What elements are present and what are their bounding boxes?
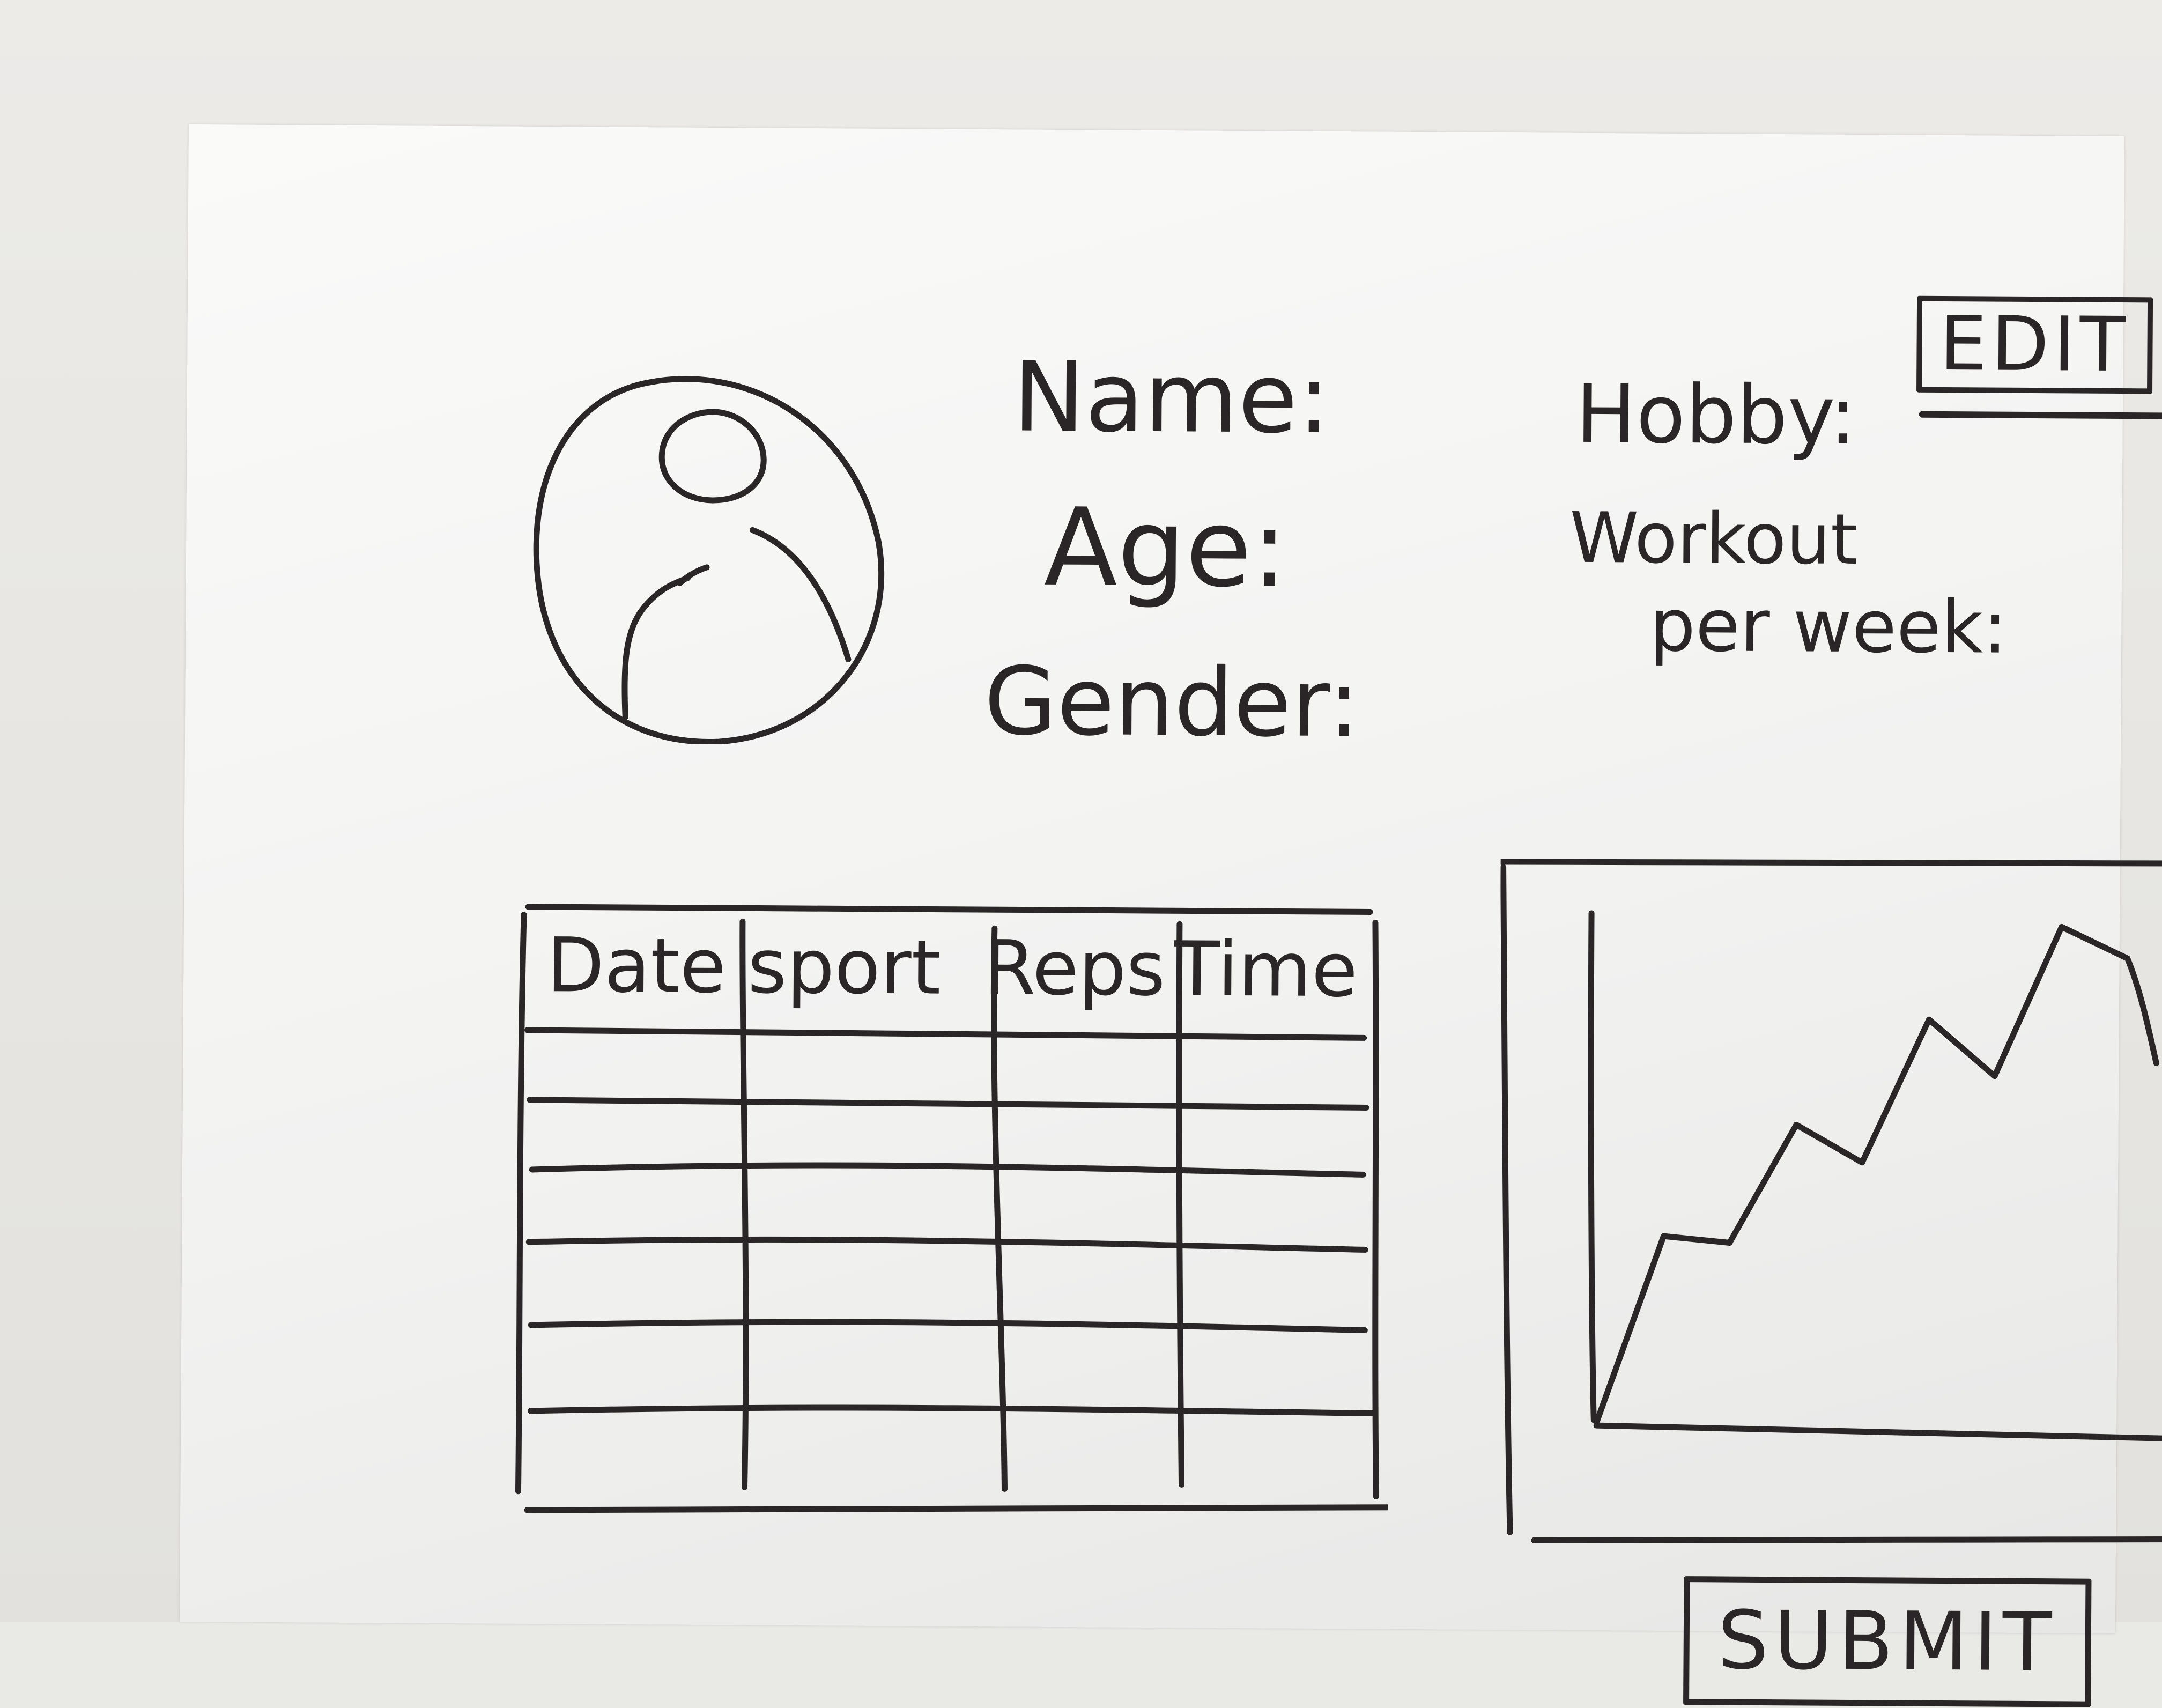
table-cell-sport[interactable] <box>750 1332 987 1403</box>
table-cell-sport[interactable] <box>750 1416 987 1488</box>
table-bottom-border <box>524 1504 1391 1513</box>
per-week-label: per week: <box>1649 583 2008 670</box>
chart-point <box>2126 957 2129 960</box>
column-header-date: Date <box>546 922 727 1011</box>
submit-button-label: SUBMIT <box>1717 1594 2057 1690</box>
table-row-line-3 <box>529 1162 1366 1178</box>
table-cell-reps[interactable] <box>1006 1109 1173 1180</box>
chart-frame-top <box>1498 859 2162 867</box>
table-row-line-6 <box>527 1404 1375 1417</box>
table-cell-date[interactable] <box>532 1106 736 1177</box>
table-row-line-1 <box>524 1027 1367 1041</box>
table-cell-reps[interactable] <box>1006 1178 1173 1248</box>
chart-frame-bottom <box>1531 1536 2162 1543</box>
chart-point <box>1728 1241 1731 1245</box>
chart-series-line <box>1593 923 2131 1426</box>
workout-table: Date sport Reps Time <box>508 896 1391 1518</box>
avatar-outline <box>533 376 884 745</box>
chart-point <box>2060 925 2063 929</box>
table-cell-time[interactable] <box>1187 1334 1365 1405</box>
table-cell-reps[interactable] <box>1004 1418 1171 1489</box>
avatar-head <box>658 409 767 504</box>
table-cell-date[interactable] <box>531 1249 735 1320</box>
chart-y-axis <box>1588 910 1597 1423</box>
table-cell-sport[interactable] <box>752 1107 988 1179</box>
chart-point <box>1595 1421 1598 1425</box>
table-col-divider-1 <box>739 918 749 1490</box>
table-cell-time[interactable] <box>1189 1110 1366 1181</box>
table-row-line-5 <box>528 1319 1368 1333</box>
submit-button[interactable]: SUBMIT <box>1683 1576 2092 1707</box>
user-avatar-icon <box>533 376 884 745</box>
chart-series-tail <box>2124 955 2159 1067</box>
table-top-border <box>525 904 1373 915</box>
chart-x-axis <box>1593 1422 2162 1443</box>
hobby-label: Hobby: <box>1575 367 1857 463</box>
workout-label: Workout <box>1569 497 1859 581</box>
chart-frame-left <box>1500 864 1513 1535</box>
table-cell-time[interactable] <box>1188 1179 1366 1249</box>
chart-point <box>1795 1123 1798 1127</box>
edit-button-label: EDIT <box>1939 300 2130 389</box>
table-col-divider-2 <box>991 925 1008 1492</box>
table-cell-sport[interactable] <box>752 1038 989 1109</box>
table-cell-date[interactable] <box>530 1415 735 1486</box>
column-header-time: Time <box>1173 926 1358 1015</box>
avatar-shoulders <box>621 527 852 720</box>
edit-underline <box>1919 411 2162 419</box>
age-label: Age: <box>1043 485 1289 612</box>
chart-canvas <box>1498 859 2162 1543</box>
table-cell-time[interactable] <box>1189 1040 1367 1111</box>
table-cell-date[interactable] <box>531 1175 736 1246</box>
table-cell-reps[interactable] <box>1007 1039 1174 1110</box>
column-header-sport: sport <box>747 923 941 1012</box>
chart-point <box>1662 1234 1665 1238</box>
table-left-border <box>515 912 527 1495</box>
table-cell-time[interactable] <box>1188 1253 1365 1323</box>
workout-chart <box>1497 851 2162 1552</box>
table-cell-reps[interactable] <box>1005 1252 1172 1322</box>
table-cell-date[interactable] <box>532 1037 737 1107</box>
table-right-border <box>1372 920 1379 1500</box>
table-cell-sport[interactable] <box>751 1250 987 1321</box>
paper-sheet: Name: Age: Gender: Hobby: Workout per we… <box>179 124 2162 1707</box>
table-cell-sport[interactable] <box>751 1176 988 1247</box>
table-cell-time[interactable] <box>1187 1419 1364 1490</box>
name-label: Name: <box>1012 341 1331 456</box>
edit-button[interactable]: EDIT <box>1916 295 2153 394</box>
gender-label: Gender: <box>983 647 1360 759</box>
chart-point <box>1993 1074 1996 1078</box>
table-cell-reps[interactable] <box>1005 1333 1172 1404</box>
table-row-line-4 <box>525 1236 1368 1253</box>
column-header-reps: Reps <box>983 925 1166 1014</box>
table-grid <box>515 904 1391 1513</box>
avatar[interactable] <box>526 363 904 745</box>
table-row-line-2 <box>527 1097 1369 1111</box>
chart-point <box>1927 1018 1931 1022</box>
table-cell-date[interactable] <box>530 1330 735 1401</box>
chart-point <box>1860 1160 1864 1164</box>
